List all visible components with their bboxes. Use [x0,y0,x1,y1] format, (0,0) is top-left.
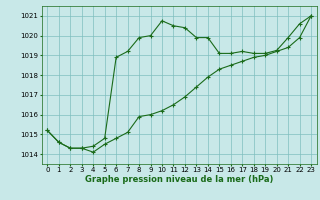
X-axis label: Graphe pression niveau de la mer (hPa): Graphe pression niveau de la mer (hPa) [85,175,273,184]
